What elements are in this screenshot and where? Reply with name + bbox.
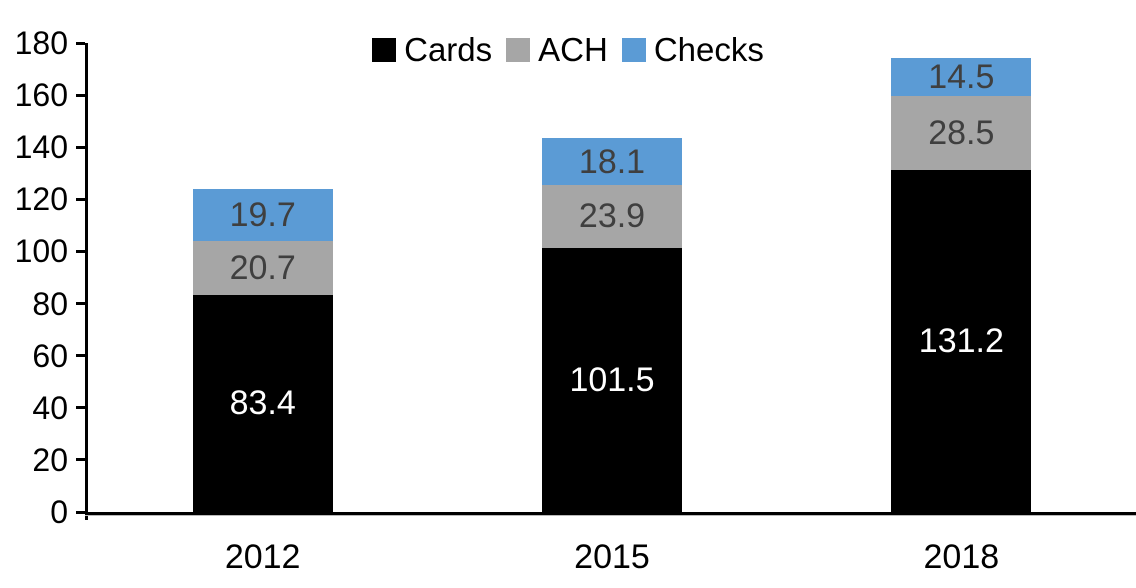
y-axis-line [85,43,88,520]
y-tick-label: 140 [14,129,68,166]
bar-segment-cards: 83.4 [192,294,333,512]
legend-item-ach: ACH [506,33,608,66]
y-tick-mark [76,302,85,306]
y-tick-label: 40 [32,389,68,426]
legend-label: Checks [653,31,764,68]
bar-segment-label: 83.4 [229,384,296,423]
y-tick-label: 20 [32,441,68,478]
bar-2018: 14.5 28.5 131.2 [891,57,1032,512]
bar-segment-cards: 131.2 [891,170,1032,512]
bar-segment-label: 23.9 [578,197,646,236]
bar-segment-ach: 28.5 [891,95,1032,171]
bar-segment-label: 19.7 [229,196,296,235]
bar-segment-label: 14.5 [928,57,995,96]
x-category-label-2012: 2012 [224,538,301,576]
y-tick-mark [76,354,85,358]
y-tick-label: 100 [14,233,68,270]
legend-swatch-cards-icon [372,37,397,62]
y-tick-label: 0 [50,494,68,530]
legend: Cards ACH Checks [0,33,1136,66]
y-tick-mark [76,249,85,253]
y-tick-mark [76,93,85,97]
bar-segment-ach: 23.9 [542,185,682,248]
y-tick-label: 60 [32,337,68,374]
bar-segment-cards: 101.5 [542,247,682,512]
y-tick-mark [76,510,85,514]
x-axis-line [85,512,1136,515]
y-tick-mark [76,41,85,45]
y-tick-label: 160 [14,77,68,114]
x-axis-shadow [85,515,1136,516]
legend-label: ACH [538,31,608,68]
bar-2015: 18.1 23.9 101.5 [542,138,682,512]
legend-swatch-ach-icon [506,37,531,62]
y-tick-mark [76,458,85,462]
bar-segment-checks: 18.1 [542,138,682,186]
x-category-label-2015: 2015 [574,538,650,576]
bar-2012: 19.7 20.7 83.4 [192,189,333,512]
y-tick-mark [76,406,85,410]
y-tick-mark [76,197,85,201]
x-category-label-2018: 2018 [923,538,1000,576]
bar-segment-label: 101.5 [569,360,655,399]
legend-item-cards: Cards [372,33,492,66]
bar-segment-label: 18.1 [578,142,646,181]
bar-segment-label: 28.5 [928,114,995,152]
legend-label: Cards [404,31,493,68]
bar-segment-label: 131.2 [918,322,1004,361]
bar-segment-ach: 20.7 [192,240,333,295]
y-tick-mark [76,145,85,149]
legend-item-checks: Checks [621,31,764,68]
bar-segment-label: 20.7 [229,248,296,287]
y-tick-label: 180 [14,25,68,61]
y-tick-label: 80 [32,285,68,322]
bar-segment-checks: 14.5 [891,57,1032,96]
legend-swatch-checks-icon [621,37,646,62]
y-tick-label: 120 [14,181,68,218]
bar-segment-checks: 19.7 [192,189,333,241]
